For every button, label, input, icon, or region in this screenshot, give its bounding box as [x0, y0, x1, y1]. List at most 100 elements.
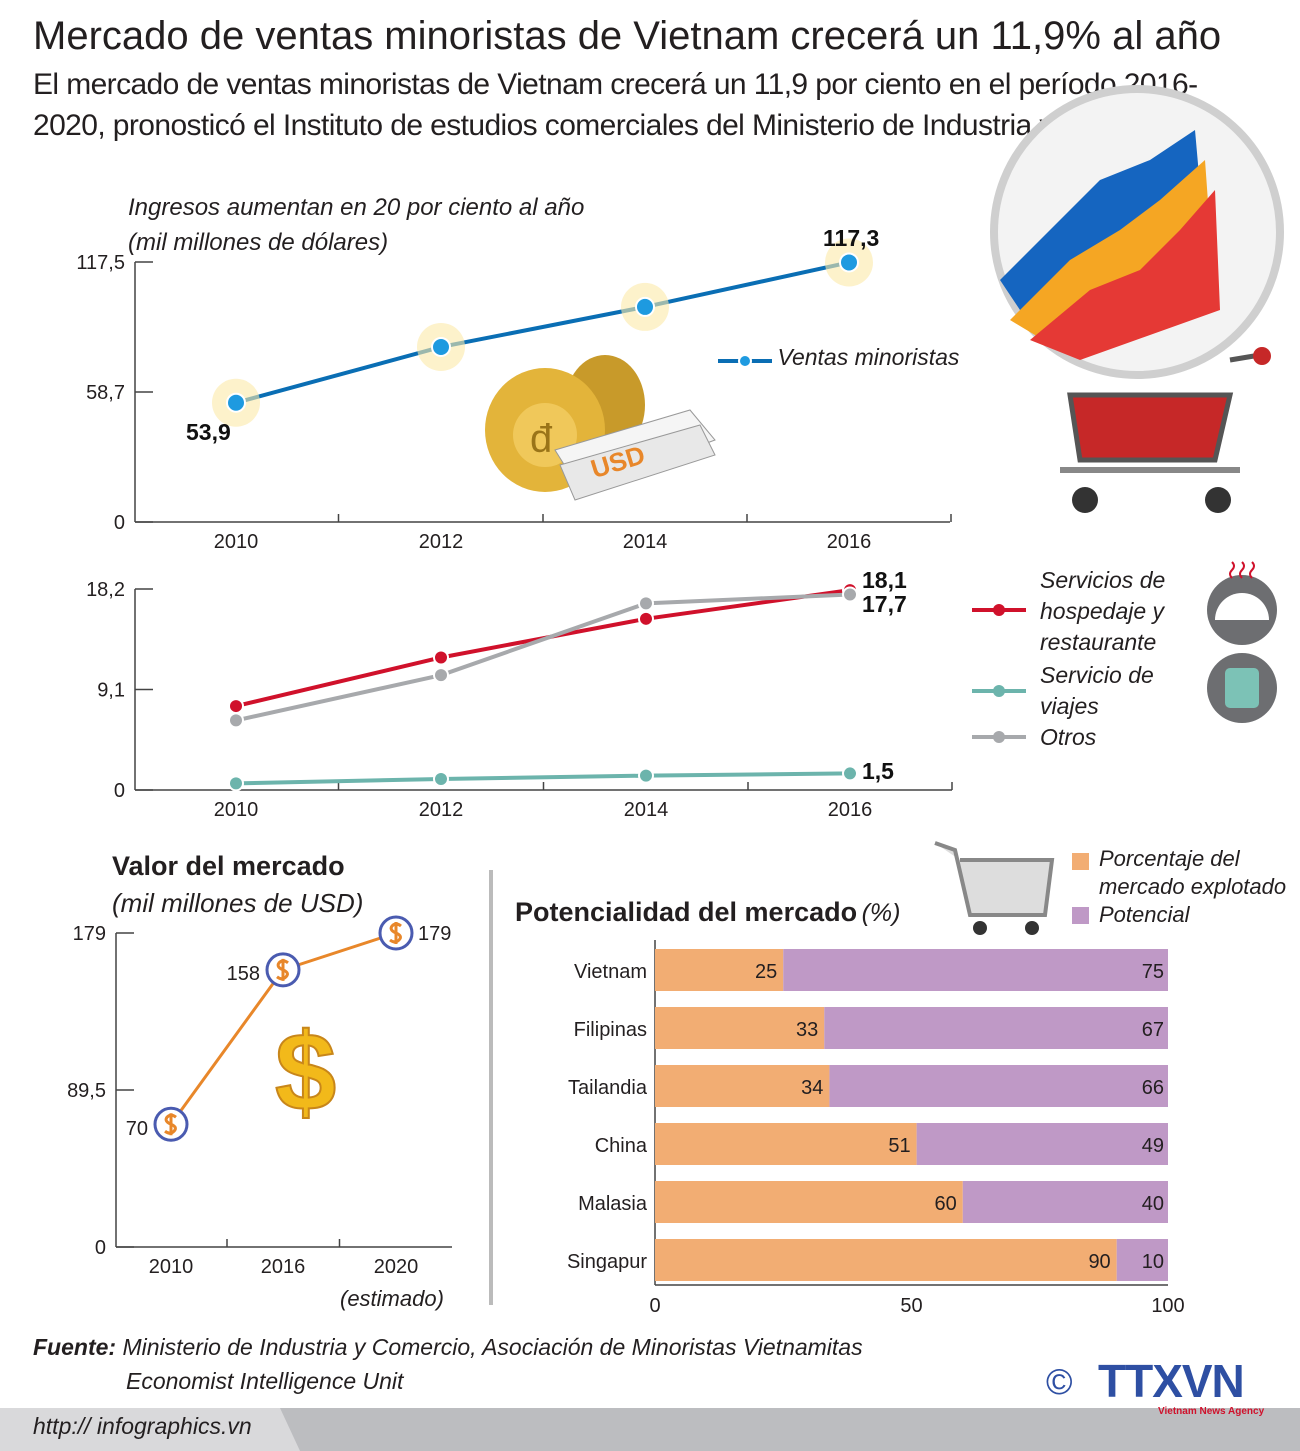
series-line [235, 771, 851, 786]
legend-potencial-swatch [1072, 907, 1089, 924]
chart1-title: Ingresos aumentan en 20 por ciento al añ… [128, 190, 584, 260]
chart1-title-text: Ingresos aumentan en 20 por ciento al añ… [128, 194, 585, 221]
chart3-estimated-note: (estimado) [340, 1286, 444, 1311]
category-label: China [595, 1135, 648, 1157]
data-point [638, 767, 654, 784]
bar-value-label: 90 [1088, 1251, 1110, 1273]
x-tick-label: 100 [1151, 1295, 1184, 1317]
page-title: Mercado de ventas minoristas de Vietnam … [33, 14, 1222, 58]
data-point [226, 392, 246, 413]
bar-value-label: 33 [796, 1019, 818, 1041]
data-label: 179 [418, 923, 451, 945]
y-tick-label: 18,2 [86, 579, 125, 601]
dollar-icon [389, 922, 402, 944]
legend-ventas: Ventas minoristas [718, 344, 959, 376]
footer-url[interactable]: http:// infographics.vn [33, 1413, 252, 1439]
dollar-icon [276, 958, 289, 981]
data-point [638, 595, 654, 612]
copyright-icon: © [1046, 1361, 1073, 1402]
data-point [638, 610, 654, 627]
bar-value-label: 49 [1142, 1135, 1164, 1157]
bar-value-label: 66 [1142, 1077, 1164, 1099]
legend-potencial-label: Potencial [1099, 902, 1190, 927]
x-tick-label: 2016 [261, 1256, 306, 1278]
bar-segment [916, 1123, 1168, 1165]
legend-viajes-label: Servicio de viajes [1040, 662, 1154, 719]
data-label: 17,7 [862, 591, 907, 617]
data-point [839, 252, 859, 273]
category-label: Malasia [578, 1193, 648, 1215]
bar-segment [824, 1007, 1168, 1049]
legend-hospedaje-label: Servicios de hospedaje y restaurante [1040, 567, 1166, 655]
legend-chart4: Porcentaje del mercado explotado Potenci… [1072, 845, 1300, 929]
money-bags-illustration: đ USD [485, 355, 716, 501]
data-point [228, 712, 244, 729]
x-tick-label: 2010 [149, 1256, 194, 1278]
source-label: Fuente: [33, 1334, 117, 1360]
data-point [433, 649, 449, 666]
chart4-title-text: Potencialidad del mercado [515, 897, 858, 927]
x-tick-label: 2010 [214, 531, 259, 553]
x-tick-label: 2016 [827, 531, 872, 553]
x-tick-label: 2014 [623, 531, 668, 553]
data-point [842, 586, 858, 603]
shopping-cart-illustration [990, 85, 1284, 513]
cloche-icon [1207, 561, 1277, 645]
legend-ventas-marker [718, 353, 772, 368]
data-point [635, 296, 655, 317]
dollar-icon [164, 1113, 177, 1136]
legend-hospedaje-marker [972, 604, 1026, 616]
data-point [433, 770, 449, 787]
data-point [842, 765, 858, 782]
data-label: 158 [227, 963, 260, 985]
y-tick-label: 0 [114, 780, 125, 802]
x-tick-label: 50 [900, 1295, 922, 1317]
data-point [228, 698, 244, 715]
data-label: 70 [126, 1118, 148, 1140]
small-cart-icon [934, 841, 1055, 935]
bar-value-label: 75 [1142, 961, 1164, 983]
dollar-sign-illustration: $ [274, 1010, 337, 1135]
legend-explotado-label: Porcentaje del mercado explotado [1099, 846, 1287, 899]
data-point [431, 336, 451, 357]
bar-segment [829, 1065, 1168, 1107]
footer-url-tab [0, 1408, 300, 1451]
category-label: Tailandia [568, 1077, 648, 1099]
chart4-unit: (%) [861, 899, 901, 927]
bar-value-label: 67 [1142, 1019, 1164, 1041]
y-tick-label: 117,5 [76, 252, 125, 274]
category-label: Filipinas [574, 1019, 647, 1041]
y-tick-label: 89,5 [67, 1080, 106, 1102]
legend-otros-marker [972, 731, 1026, 743]
data-label: 1,5 [862, 758, 894, 784]
y-tick-label: 0 [114, 512, 125, 534]
bar-value-label: 25 [755, 961, 777, 983]
bar-segment [655, 1065, 830, 1107]
bar-segment [783, 949, 1168, 991]
chart3-title: Valor del mercado [112, 851, 345, 881]
legend-ventas-label: Ventas minoristas [777, 344, 960, 370]
svg-text:đ: đ [530, 417, 553, 461]
x-tick-label: 2014 [624, 799, 669, 821]
y-tick-label: 9,1 [97, 680, 125, 702]
bar-segment [1116, 1239, 1168, 1281]
page-subtitle: El mercado de ventas minoristas de Vietn… [33, 68, 1198, 142]
data-point [433, 667, 449, 684]
data-label: 53,9 [186, 419, 231, 445]
svg-text:$: $ [275, 1011, 336, 1134]
category-label: Singapur [567, 1251, 647, 1273]
bar-value-label: 51 [888, 1135, 910, 1157]
series-line [235, 260, 850, 405]
data-point [228, 775, 244, 792]
ttxvn-logo: TTXVN [1098, 1355, 1245, 1407]
bar-segment [655, 1239, 1117, 1281]
series-line [235, 592, 851, 723]
bar-segment [655, 1123, 917, 1165]
source-line1: Ministerio de Industria y Comercio, Asoc… [122, 1334, 863, 1360]
y-tick-label: 0 [95, 1237, 106, 1259]
source-line2: Economist Intelligence Unit [126, 1368, 404, 1394]
x-tick-label: 2016 [828, 799, 873, 821]
legend-otros-label: Otros [1040, 724, 1097, 750]
bar-value-label: 34 [801, 1077, 823, 1099]
